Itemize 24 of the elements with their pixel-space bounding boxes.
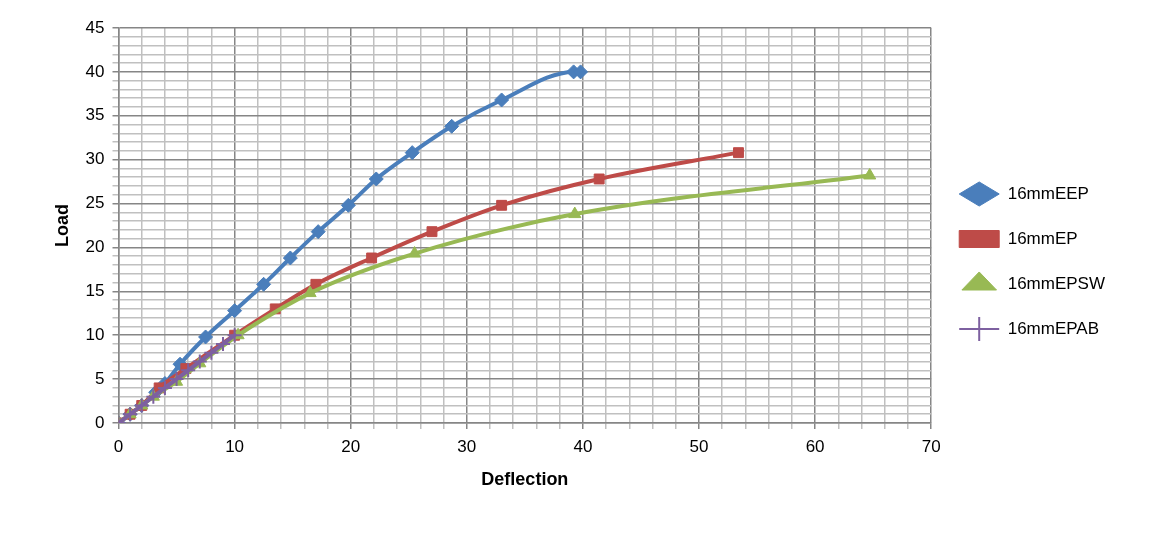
- x-tick-label: 10: [225, 436, 245, 456]
- x-axis-title: Deflection: [481, 469, 569, 490]
- y-axis-title: Load: [51, 204, 72, 247]
- y-tick-label: 45: [85, 17, 105, 37]
- y-tick-label: 25: [85, 193, 105, 213]
- x-tick-label: 40: [573, 436, 593, 456]
- legend-label: 16mmEEP: [1007, 183, 1089, 203]
- x-tick-label: 60: [805, 436, 825, 456]
- x-tick-label: 30: [457, 436, 477, 456]
- y-tick-label: 5: [95, 368, 105, 388]
- legend-label: 16mmEPSW: [1007, 273, 1105, 293]
- y-tick-label: 40: [85, 61, 105, 81]
- y-tick-label: 35: [85, 105, 105, 125]
- legend-label: 16mmEPAB: [1007, 318, 1100, 338]
- y-tick-label: 30: [85, 149, 105, 169]
- legend-label: 16mmEP: [1007, 228, 1078, 248]
- x-tick-label: 0: [113, 436, 124, 456]
- x-tick-label: 20: [341, 436, 361, 456]
- y-tick-label: 15: [85, 281, 105, 301]
- y-tick-label: 0: [95, 412, 105, 432]
- x-tick-label: 70: [921, 436, 941, 456]
- x-tick-label: 50: [689, 436, 709, 456]
- y-tick-label: 10: [85, 324, 105, 344]
- y-tick-label: 20: [85, 237, 105, 257]
